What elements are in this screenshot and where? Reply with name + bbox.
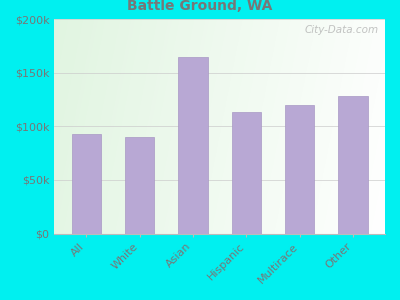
Bar xyxy=(232,112,261,234)
Bar xyxy=(285,105,314,234)
Text: Battle Ground, WA: Battle Ground, WA xyxy=(127,0,273,13)
Bar xyxy=(72,134,101,234)
Bar xyxy=(125,137,154,234)
Text: City-Data.com: City-Data.com xyxy=(304,26,378,35)
Bar xyxy=(178,57,208,234)
Bar xyxy=(338,96,368,234)
